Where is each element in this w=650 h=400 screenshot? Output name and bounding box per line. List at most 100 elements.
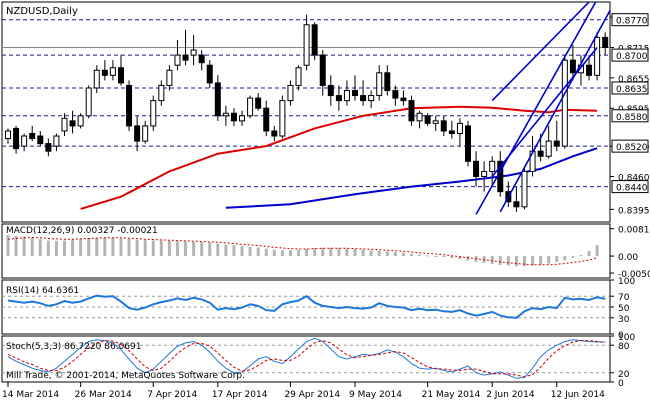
copyright-text: Mill Trade, © 2001-2014, MetaQuotes Soft… <box>6 371 245 381</box>
macd-histogram-bar <box>490 256 494 264</box>
stoch-tick-label: 20 <box>618 370 630 380</box>
stoch-tick-label: 100 <box>618 333 635 343</box>
trend-channel-line <box>491 47 598 177</box>
macd-histogram-bar <box>353 248 357 257</box>
macd-histogram-bar <box>38 239 42 257</box>
candle-bearish <box>352 90 359 97</box>
macd-histogram-bar <box>288 250 292 257</box>
candle-bearish <box>448 130 455 134</box>
candle-bullish <box>61 117 68 132</box>
candle-bullish <box>279 100 286 137</box>
macd-histogram-bar <box>151 240 155 257</box>
time-axis-label: 17 Apr 2014 <box>212 390 268 400</box>
macd-histogram-bar <box>159 240 163 257</box>
chart-title: NZDUSD,Daily <box>6 6 78 17</box>
macd-histogram-bar <box>46 240 50 257</box>
candle-bullish <box>561 59 568 147</box>
macd-histogram-bar <box>458 256 462 260</box>
candle-bearish <box>319 54 326 86</box>
candle-bearish <box>360 95 367 102</box>
candle-bullish <box>295 67 302 86</box>
macd-histogram-bar <box>555 256 559 263</box>
moving-average-blue <box>225 147 598 209</box>
macd-histogram-bar <box>200 242 204 257</box>
stoch-tick-label: 0 <box>618 379 624 389</box>
stoch-tick-label: 80 <box>618 342 630 352</box>
macd-histogram-bar <box>345 248 349 257</box>
level-label-box <box>611 109 649 123</box>
candle-bearish <box>29 132 36 140</box>
time-axis-label: 7 Apr 2014 <box>147 390 197 400</box>
time-axis-label: 29 Apr 2014 <box>284 390 340 400</box>
macd-tick-label: 0.00 <box>618 253 638 263</box>
macd-histogram-bar <box>240 245 244 257</box>
macd-histogram-bar <box>563 256 567 261</box>
candle-bearish <box>255 97 262 109</box>
candle-bullish <box>343 90 350 102</box>
macd-histogram-bar <box>297 249 301 257</box>
candle-bearish <box>408 100 415 122</box>
macd-histogram-bar <box>224 244 228 257</box>
macd-histogram-bar <box>522 256 526 267</box>
macd-histogram-bar <box>531 256 535 266</box>
macd-histogram-bar <box>305 248 309 257</box>
candle-bearish <box>586 64 593 76</box>
level-label: 0.8635 <box>616 85 648 95</box>
candle-bearish <box>553 140 560 147</box>
time-axis-label: 26 Mar 2014 <box>75 390 132 400</box>
candle-bearish <box>335 95 342 102</box>
candle-bearish <box>271 130 278 137</box>
candle-bearish <box>134 125 141 142</box>
candle-bearish <box>327 84 334 97</box>
candle-bearish <box>400 97 407 102</box>
time-axis-label: 12 Jun 2014 <box>551 390 605 400</box>
rsi-tick-label: 50 <box>618 304 630 314</box>
macd-histogram-bar <box>6 235 10 257</box>
price-tick-label: 0.8460 <box>618 173 650 183</box>
macd-histogram-bar <box>71 239 75 257</box>
level-label: 0.8700 <box>616 52 648 62</box>
rsi-tick-label: 70 <box>618 293 630 303</box>
macd-histogram-bar <box>579 255 583 257</box>
macd-histogram-bar <box>192 241 196 257</box>
time-axis-label: 2 Jun 2014 <box>486 390 535 400</box>
candle-bullish <box>521 170 528 208</box>
stoch-signal-line <box>7 340 606 378</box>
macd-histogram-bar <box>539 256 543 265</box>
candle-bearish <box>206 64 213 84</box>
candle-bullish <box>142 125 149 142</box>
macd-histogram-bar <box>361 249 365 257</box>
macd-histogram-bar <box>208 242 212 257</box>
candle-bearish <box>126 84 133 127</box>
candle-bullish <box>77 115 84 127</box>
candle-bearish <box>117 67 124 84</box>
candle-bullish <box>287 84 294 102</box>
candle-bearish <box>214 82 221 117</box>
macd-histogram-bar <box>119 238 123 257</box>
candle-bearish <box>45 143 52 152</box>
candle-bullish <box>174 54 181 66</box>
candle-bullish <box>376 72 383 97</box>
macd-histogram-bar <box>54 240 58 257</box>
candle-bullish <box>53 135 60 147</box>
macd-histogram-bar <box>248 246 252 257</box>
pane-frame-0 <box>1 1 611 223</box>
macd-histogram-bar <box>595 244 599 257</box>
candle-bullish <box>190 49 197 56</box>
macd-histogram-bar <box>111 237 115 257</box>
candle-bullish <box>5 130 11 140</box>
macd-histogram-bar <box>79 238 83 257</box>
candle-bullish <box>150 100 157 127</box>
macd-histogram-bar <box>87 238 91 257</box>
time-axis-label: 9 May 2014 <box>349 390 402 400</box>
macd-histogram-bar <box>393 252 397 257</box>
macd-signal-line <box>7 236 598 266</box>
candle-bearish <box>464 125 471 162</box>
macd-histogram-bar <box>498 256 502 265</box>
candle-bullish <box>222 112 229 117</box>
level-label: 0.8440 <box>616 184 648 194</box>
level-label: 0.8580 <box>616 113 648 123</box>
rsi-title: RSI(14) 64.6361 <box>6 286 79 296</box>
